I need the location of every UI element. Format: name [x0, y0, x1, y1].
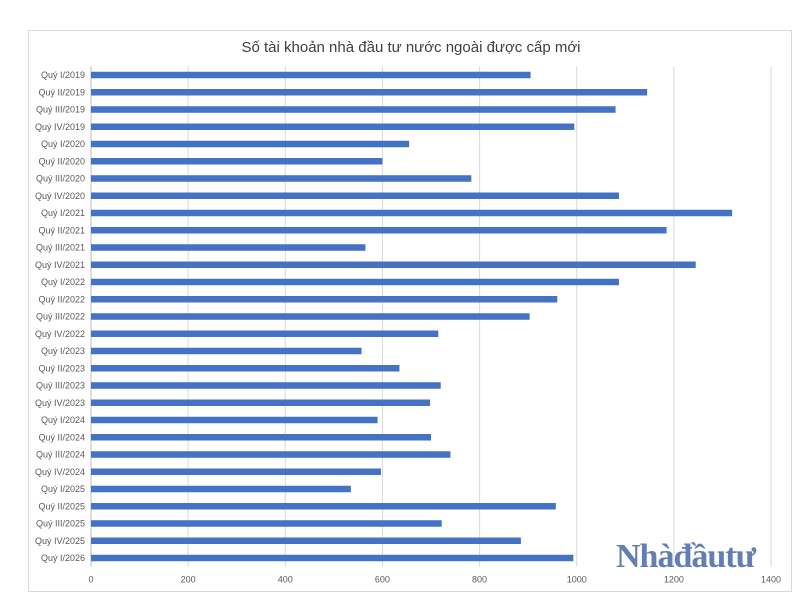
category-label: Quý IV/2019: [35, 122, 85, 132]
x-tick-label: 1400: [761, 575, 781, 585]
bar: [91, 451, 451, 458]
bar: [91, 503, 556, 510]
category-label: Quý I/2024: [41, 415, 85, 425]
category-label: Quý II/2021: [38, 225, 85, 235]
bar: [91, 261, 696, 268]
bar: [91, 123, 575, 130]
category-labels: Quý I/2019 Quý II/2019 Quý III/2019 Quý IV/…: [35, 70, 85, 563]
x-tick-label: 800: [472, 575, 487, 585]
x-tick-label: 200: [181, 575, 196, 585]
bar: [91, 365, 400, 372]
category-label: Quý II/2022: [38, 294, 85, 304]
bar: [91, 175, 472, 182]
bar: [91, 140, 410, 148]
bar: [91, 382, 441, 389]
category-label: Quý II/2020: [38, 156, 85, 166]
bar: [91, 434, 431, 441]
x-tick-label: 0: [88, 575, 93, 585]
category-label: Quý I/2026: [41, 553, 85, 563]
bar: [91, 158, 383, 165]
category-label: Quý I/2023: [41, 346, 85, 356]
chart-title: Số tài khoản nhà đầu tư nước ngoài được …: [242, 39, 581, 56]
bar: [91, 192, 619, 199]
bar: [91, 485, 351, 493]
x-tick-label: 600: [375, 575, 390, 585]
bar: [91, 330, 439, 337]
bar: [91, 106, 616, 113]
category-label: Quý IV/2023: [35, 398, 85, 408]
category-label: Quý I/2021: [41, 208, 85, 218]
category-label: Quý III/2019: [36, 105, 85, 115]
bar: [91, 537, 521, 544]
bar: [91, 468, 381, 475]
category-label: Quý III/2023: [36, 381, 85, 391]
category-label: Quý IV/2022: [35, 329, 85, 339]
category-label: Quý I/2020: [41, 139, 85, 149]
bar: [91, 209, 733, 217]
category-label: Quý III/2021: [36, 243, 85, 253]
bar: [91, 520, 442, 527]
bar: [91, 399, 431, 406]
bar: [91, 313, 530, 320]
bar: [91, 89, 648, 96]
x-tick-labels: 0 200 400 600 800 1000 1200 1400: [88, 575, 781, 585]
category-label: Quý II/2025: [38, 501, 85, 511]
category-label: Quý IV/2024: [35, 467, 85, 477]
category-label: Quý III/2024: [36, 450, 85, 460]
bar: [91, 244, 366, 251]
category-label: Quý I/2022: [41, 277, 85, 287]
bar: [91, 347, 362, 355]
category-label: Quý I/2025: [41, 484, 85, 494]
x-tick-label: 400: [278, 575, 293, 585]
category-label: Quý III/2022: [36, 312, 85, 322]
bars: [91, 71, 733, 562]
category-label: Quý III/2020: [36, 174, 85, 184]
category-label: Quý III/2025: [36, 519, 85, 529]
category-label: Quý I/2019: [41, 70, 85, 80]
bar: [91, 278, 619, 286]
category-label: Quý II/2024: [38, 432, 85, 442]
category-label: Quý II/2019: [38, 87, 85, 97]
nhadautu-logo: Nhàđầutư: [616, 538, 756, 575]
x-tick-label: 1200: [664, 575, 684, 585]
category-label: Quý IV/2021: [35, 260, 85, 270]
bar: [91, 554, 574, 562]
bar: [91, 416, 378, 424]
category-label: Quý IV/2025: [35, 536, 85, 546]
x-tick-label: 1000: [567, 575, 587, 585]
bar: [91, 296, 558, 303]
bar: [91, 227, 667, 234]
bar: [91, 71, 531, 79]
category-label: Quý II/2023: [38, 363, 85, 373]
category-label: Quý IV/2020: [35, 191, 85, 201]
